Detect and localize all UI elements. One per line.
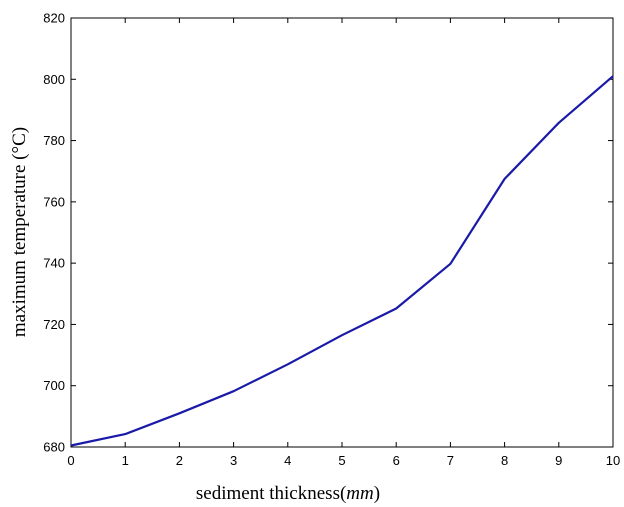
plot-frame [70,17,614,448]
x-tick-label: 5 [338,453,345,468]
series-layer [70,75,614,447]
y-axis-title: maximum temperature (°C) [9,127,30,337]
x-axis-title: sediment thickness(mm) [196,483,380,504]
y-tick-label: 720 [43,317,65,332]
y-tick-label: 740 [43,256,65,271]
y-tick-label: 700 [43,378,65,393]
x-tick-label: 0 [67,453,74,468]
x-axis-ticks: 0 1 2 3 4 5 6 7 8 9 10 [67,18,620,468]
x-tick-label: 3 [230,453,237,468]
x-tick-label: 7 [447,453,454,468]
y-tick-label: 800 [43,72,65,87]
y-axis-ticks: 680 700 720 740 760 780 800 820 [43,11,613,455]
x-tick-label: 4 [284,453,291,468]
y-tick-label: 680 [43,440,65,455]
x-tick-label: 1 [122,453,129,468]
y-tick-label: 820 [43,11,65,26]
x-tick-label: 8 [501,453,508,468]
y-tick-label: 760 [43,194,65,209]
y-tick-label: 780 [43,133,65,148]
x-tick-label: 10 [606,453,620,468]
series-line [70,75,614,447]
x-tick-label: 2 [176,453,183,468]
x-tick-label: 9 [555,453,562,468]
x-tick-label: 6 [393,453,400,468]
